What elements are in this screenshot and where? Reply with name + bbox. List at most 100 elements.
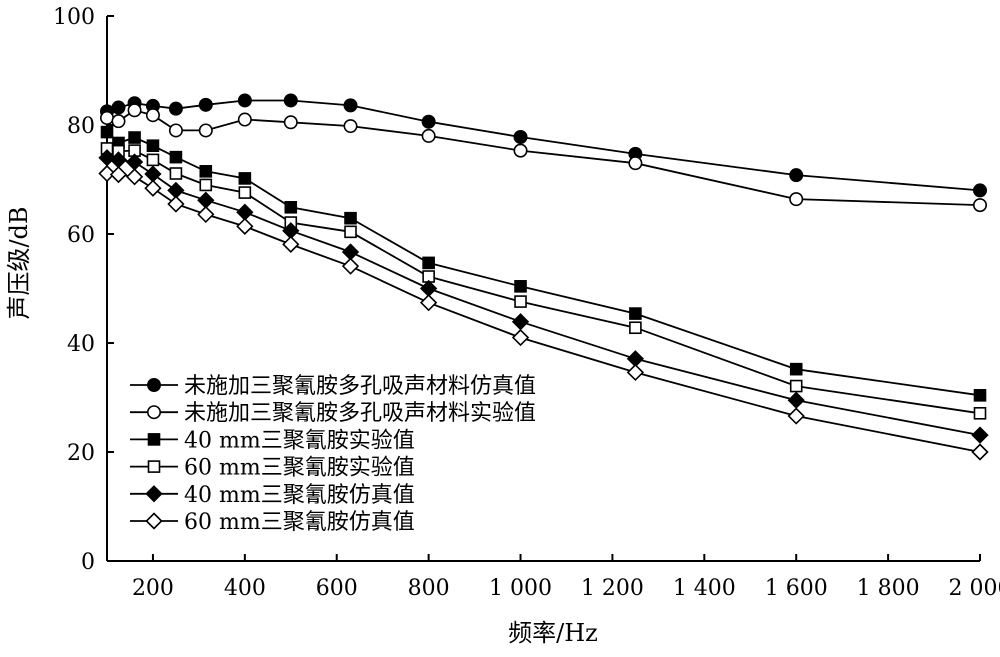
y-tick-label: 60 [67,223,95,248]
data-point [144,165,162,183]
legend-item: 未施加三聚氰胺多孔吸声材料仿真值 [130,374,536,399]
data-point [283,93,298,108]
legend-label: 未施加三聚氰胺多孔吸声材料仿真值 [184,374,536,399]
data-point [420,294,438,312]
x-tick-label: 400 [224,576,266,601]
data-point [100,125,114,139]
data-point [125,168,144,186]
data-point [127,103,142,118]
series-layer [98,93,989,461]
data-point [972,198,987,213]
x-tick-label: 1 800 [857,576,920,601]
legend-item: 60 mm三聚氰胺实验值 [130,456,415,481]
data-point [145,108,160,123]
data-point [282,235,300,253]
legend-marker [147,377,162,392]
data-point [514,295,527,308]
data-point [238,186,252,199]
data-point [198,123,213,138]
data-point [169,150,183,164]
data-point [973,389,987,402]
y-tick-label: 0 [81,550,95,575]
data-point [629,321,642,335]
x-axis-title: 频率/Hz [508,619,598,647]
series-line [106,131,981,397]
y-tick-label: 20 [67,441,95,466]
legend-label: 40 mm三聚氰胺仿真值 [184,483,415,508]
data-point [111,100,126,115]
data-point [789,379,803,393]
x-tick-label: 1 200 [581,576,644,601]
data-point [237,93,252,108]
data-point [197,191,215,209]
legend-marker [145,512,163,530]
series-6 [98,164,989,461]
data-point [199,178,213,192]
data-point [420,279,438,298]
data-point [146,139,160,153]
data-point [236,203,254,221]
data-point [421,114,436,129]
data-point [168,101,183,116]
y-axis-title: 声压级/dB [5,206,33,319]
x-tick-label: 1 400 [673,576,736,601]
data-point [344,225,357,239]
data-point [237,112,252,127]
data-point [972,183,987,198]
data-point [167,195,185,213]
data-point [787,407,805,425]
x-tick-label: 600 [316,576,358,601]
y-tick-label: 40 [67,332,95,357]
data-point [422,256,435,270]
data-point [146,153,160,167]
data-point [111,114,126,129]
x-tick-label: 1 000 [489,576,552,601]
data-point [98,164,116,183]
data-point [284,200,298,214]
legend-item: 40 mm三聚氰胺仿真值 [130,483,415,508]
data-point [513,143,528,158]
data-point [128,131,141,144]
legend-marker [145,485,163,503]
data-point [513,129,528,144]
series-3 [100,125,987,402]
legend-item: 40 mm三聚氰胺实验值 [130,428,415,453]
y-tick-label: 80 [67,114,95,139]
y-tick-label: 100 [53,5,95,30]
data-point [144,179,162,197]
x-tick-label: 1 600 [765,576,828,601]
legend-marker [147,433,161,446]
data-point [971,443,989,461]
legend-marker [147,460,161,473]
x-tick-label: 200 [132,576,174,601]
data-point [787,391,805,409]
data-point [971,426,989,444]
legend-label: 40 mm三聚氰胺实验值 [184,428,415,453]
data-point [421,128,436,143]
data-point [198,97,213,112]
legend-label: 60 mm三聚氰胺仿真值 [184,510,415,535]
axes: 0 20 40 60 80 100 200 400 600 800 1 000 1 200 1 400 1… [53,5,1000,601]
series-2 [100,103,987,213]
data-point [789,192,804,207]
legend-label: 60 mm三聚氰胺实验值 [184,456,415,481]
legend-marker [147,405,162,420]
data-point [344,211,357,225]
data-point [973,407,987,420]
data-point [169,167,183,180]
data-point [511,313,530,331]
legend-item: 未施加三聚氰胺多孔吸声材料实验值 [130,401,536,426]
legend-item: 60 mm三聚氰胺仿真值 [130,510,415,535]
legend-label: 未施加三聚氰胺多孔吸声材料实验值 [184,401,536,426]
data-point [789,168,804,183]
data-point [341,243,360,261]
data-point [238,172,252,185]
x-tick-label: 2 000 [949,576,1000,601]
data-point [109,165,128,184]
data-point [197,205,215,224]
data-point [199,165,213,178]
data-point [511,328,530,347]
data-point [236,217,254,236]
